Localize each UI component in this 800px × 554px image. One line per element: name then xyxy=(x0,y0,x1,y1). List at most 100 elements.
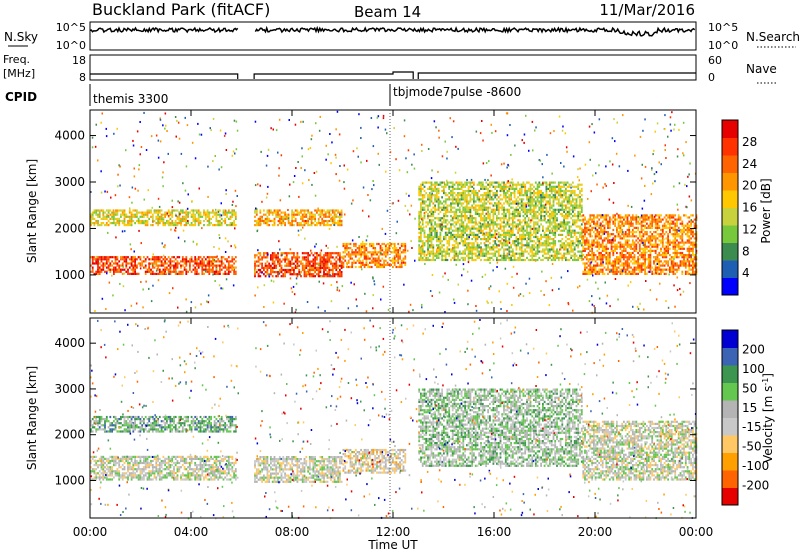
echo-cell xyxy=(180,260,182,263)
echo-cell xyxy=(607,237,609,240)
echo-cell xyxy=(171,270,174,273)
echo-cell xyxy=(510,258,512,262)
echo-cell xyxy=(612,222,615,225)
echo-cell xyxy=(328,213,331,216)
echo-cell xyxy=(113,215,115,218)
echo-cell xyxy=(545,194,548,197)
echo-cell xyxy=(566,223,569,226)
echo-cell xyxy=(466,208,468,211)
echo-cell xyxy=(603,231,606,234)
echo-cell xyxy=(162,270,165,273)
echo-cell xyxy=(169,262,172,265)
echo-cell xyxy=(566,206,569,209)
echo-cell xyxy=(492,185,495,188)
echo-cell xyxy=(504,244,507,247)
echo-cell xyxy=(151,262,154,265)
echo-cell xyxy=(301,266,304,269)
echo-cell xyxy=(638,231,641,234)
echo-cell xyxy=(526,198,528,201)
echo-cell xyxy=(573,258,576,262)
echo-cell xyxy=(605,216,608,219)
echo-cell xyxy=(196,268,198,271)
echo-cell xyxy=(654,239,657,242)
echo-cell xyxy=(647,218,650,221)
echo-cell xyxy=(185,264,188,267)
echo-cell xyxy=(432,229,435,232)
echo-cell xyxy=(524,204,527,207)
echo-cell xyxy=(264,252,267,255)
echo-cell xyxy=(212,224,214,227)
echo-cell xyxy=(579,200,581,203)
echo-cell xyxy=(471,242,474,245)
echo-cell xyxy=(565,192,567,195)
echo-cell xyxy=(427,223,429,226)
echo-cell xyxy=(628,222,631,225)
echo-cell xyxy=(353,242,355,246)
echo-cell xyxy=(395,259,398,262)
echo-cell xyxy=(614,258,616,261)
echo-cell xyxy=(623,270,625,273)
echo-cell xyxy=(559,225,562,228)
echo-cell xyxy=(428,240,431,243)
echo-cell xyxy=(473,202,475,205)
echo-cell xyxy=(339,268,341,272)
echo-cell xyxy=(367,265,369,269)
echo-cell xyxy=(510,246,512,249)
echo-cell xyxy=(363,249,366,252)
echo-cell xyxy=(326,215,329,218)
echo-cell xyxy=(617,235,620,238)
echo-cell xyxy=(603,228,606,232)
echo-cell xyxy=(661,218,664,221)
echo-cell xyxy=(441,189,443,193)
echo-cell xyxy=(607,262,609,265)
echo-cell xyxy=(619,226,622,229)
echo-cell xyxy=(480,185,482,188)
echo-cell xyxy=(176,224,179,227)
echo-cell xyxy=(457,196,459,199)
echo-cell xyxy=(384,249,387,252)
echo-cell xyxy=(540,238,542,241)
echo-cell xyxy=(451,206,454,209)
echo-cell xyxy=(222,219,225,223)
echo-cell xyxy=(529,192,532,195)
echo-cell xyxy=(330,219,332,223)
echo-cell xyxy=(640,262,643,265)
echo-cell xyxy=(517,256,519,259)
echo-cell xyxy=(623,222,625,225)
echo-cell xyxy=(608,222,611,225)
echo-cell xyxy=(460,229,463,232)
echo-cell xyxy=(580,215,583,218)
echo-cell xyxy=(427,252,429,255)
echo-cell xyxy=(425,240,428,243)
echo-cell xyxy=(125,258,128,261)
echo-cell xyxy=(542,242,544,245)
echo-cell xyxy=(346,265,348,269)
echo-cell xyxy=(656,270,659,273)
echo-cell xyxy=(397,261,400,264)
echo-cell xyxy=(196,209,198,212)
echo-cell xyxy=(656,228,659,232)
echo-cell xyxy=(593,264,595,267)
echo-cell xyxy=(360,242,362,246)
echo-cell xyxy=(610,243,613,246)
echo-cell xyxy=(580,223,583,226)
echo-cell xyxy=(504,235,507,239)
echo-cell xyxy=(321,264,324,267)
echo-cell xyxy=(619,224,622,227)
echo-cell xyxy=(591,256,593,259)
echo-cell xyxy=(501,181,504,184)
echo-cell xyxy=(635,247,638,250)
echo-cell xyxy=(626,264,629,267)
echo-cell xyxy=(451,196,454,199)
echo-cell xyxy=(499,219,502,222)
echo-cell xyxy=(580,227,583,230)
echo-cell xyxy=(284,252,286,255)
echo-cell xyxy=(164,215,166,218)
echo-cell xyxy=(573,198,576,201)
echo-cell xyxy=(499,254,502,257)
echo-cell xyxy=(644,264,646,267)
echo-cell xyxy=(660,233,662,236)
echo-cell xyxy=(111,215,113,218)
echo-cell xyxy=(333,219,336,223)
echo-cell xyxy=(271,268,274,272)
